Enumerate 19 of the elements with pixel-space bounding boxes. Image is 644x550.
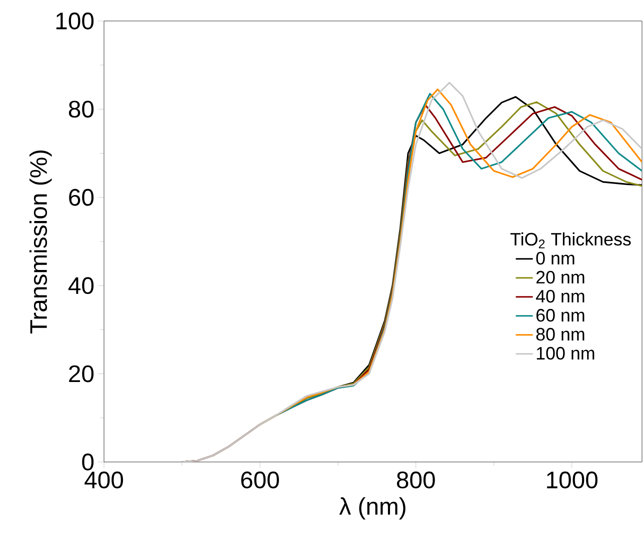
legend-label: 40 nm — [536, 290, 584, 303]
y-tick-label: 40 — [68, 277, 94, 294]
x-axis-title: λ (nm) — [339, 497, 406, 520]
y-tick-label: 100 — [56, 12, 94, 30]
y-tick-label: 80 — [68, 100, 94, 118]
y-tick-label: 20 — [69, 365, 94, 382]
x-tick-label: 400 — [84, 472, 124, 488]
x-tick-label: 600 — [241, 472, 279, 488]
legend-label: 100 nm — [536, 346, 594, 360]
legend-title: TiO$_{2}$ Thickness — [510, 232, 631, 248]
x-tick-label: 1000 — [547, 472, 598, 488]
legend-label: 60 nm — [536, 308, 584, 322]
legend-label: 20 nm — [536, 270, 584, 284]
y-tick-label: 0 — [82, 454, 94, 470]
y-axis-title: Transmission (%) — [29, 150, 52, 334]
legend-label: 0 nm — [536, 252, 574, 265]
x-tick-label: 800 — [396, 472, 435, 488]
y-tick-label: 60 — [69, 188, 94, 206]
legend-label: 80 nm — [536, 328, 584, 341]
